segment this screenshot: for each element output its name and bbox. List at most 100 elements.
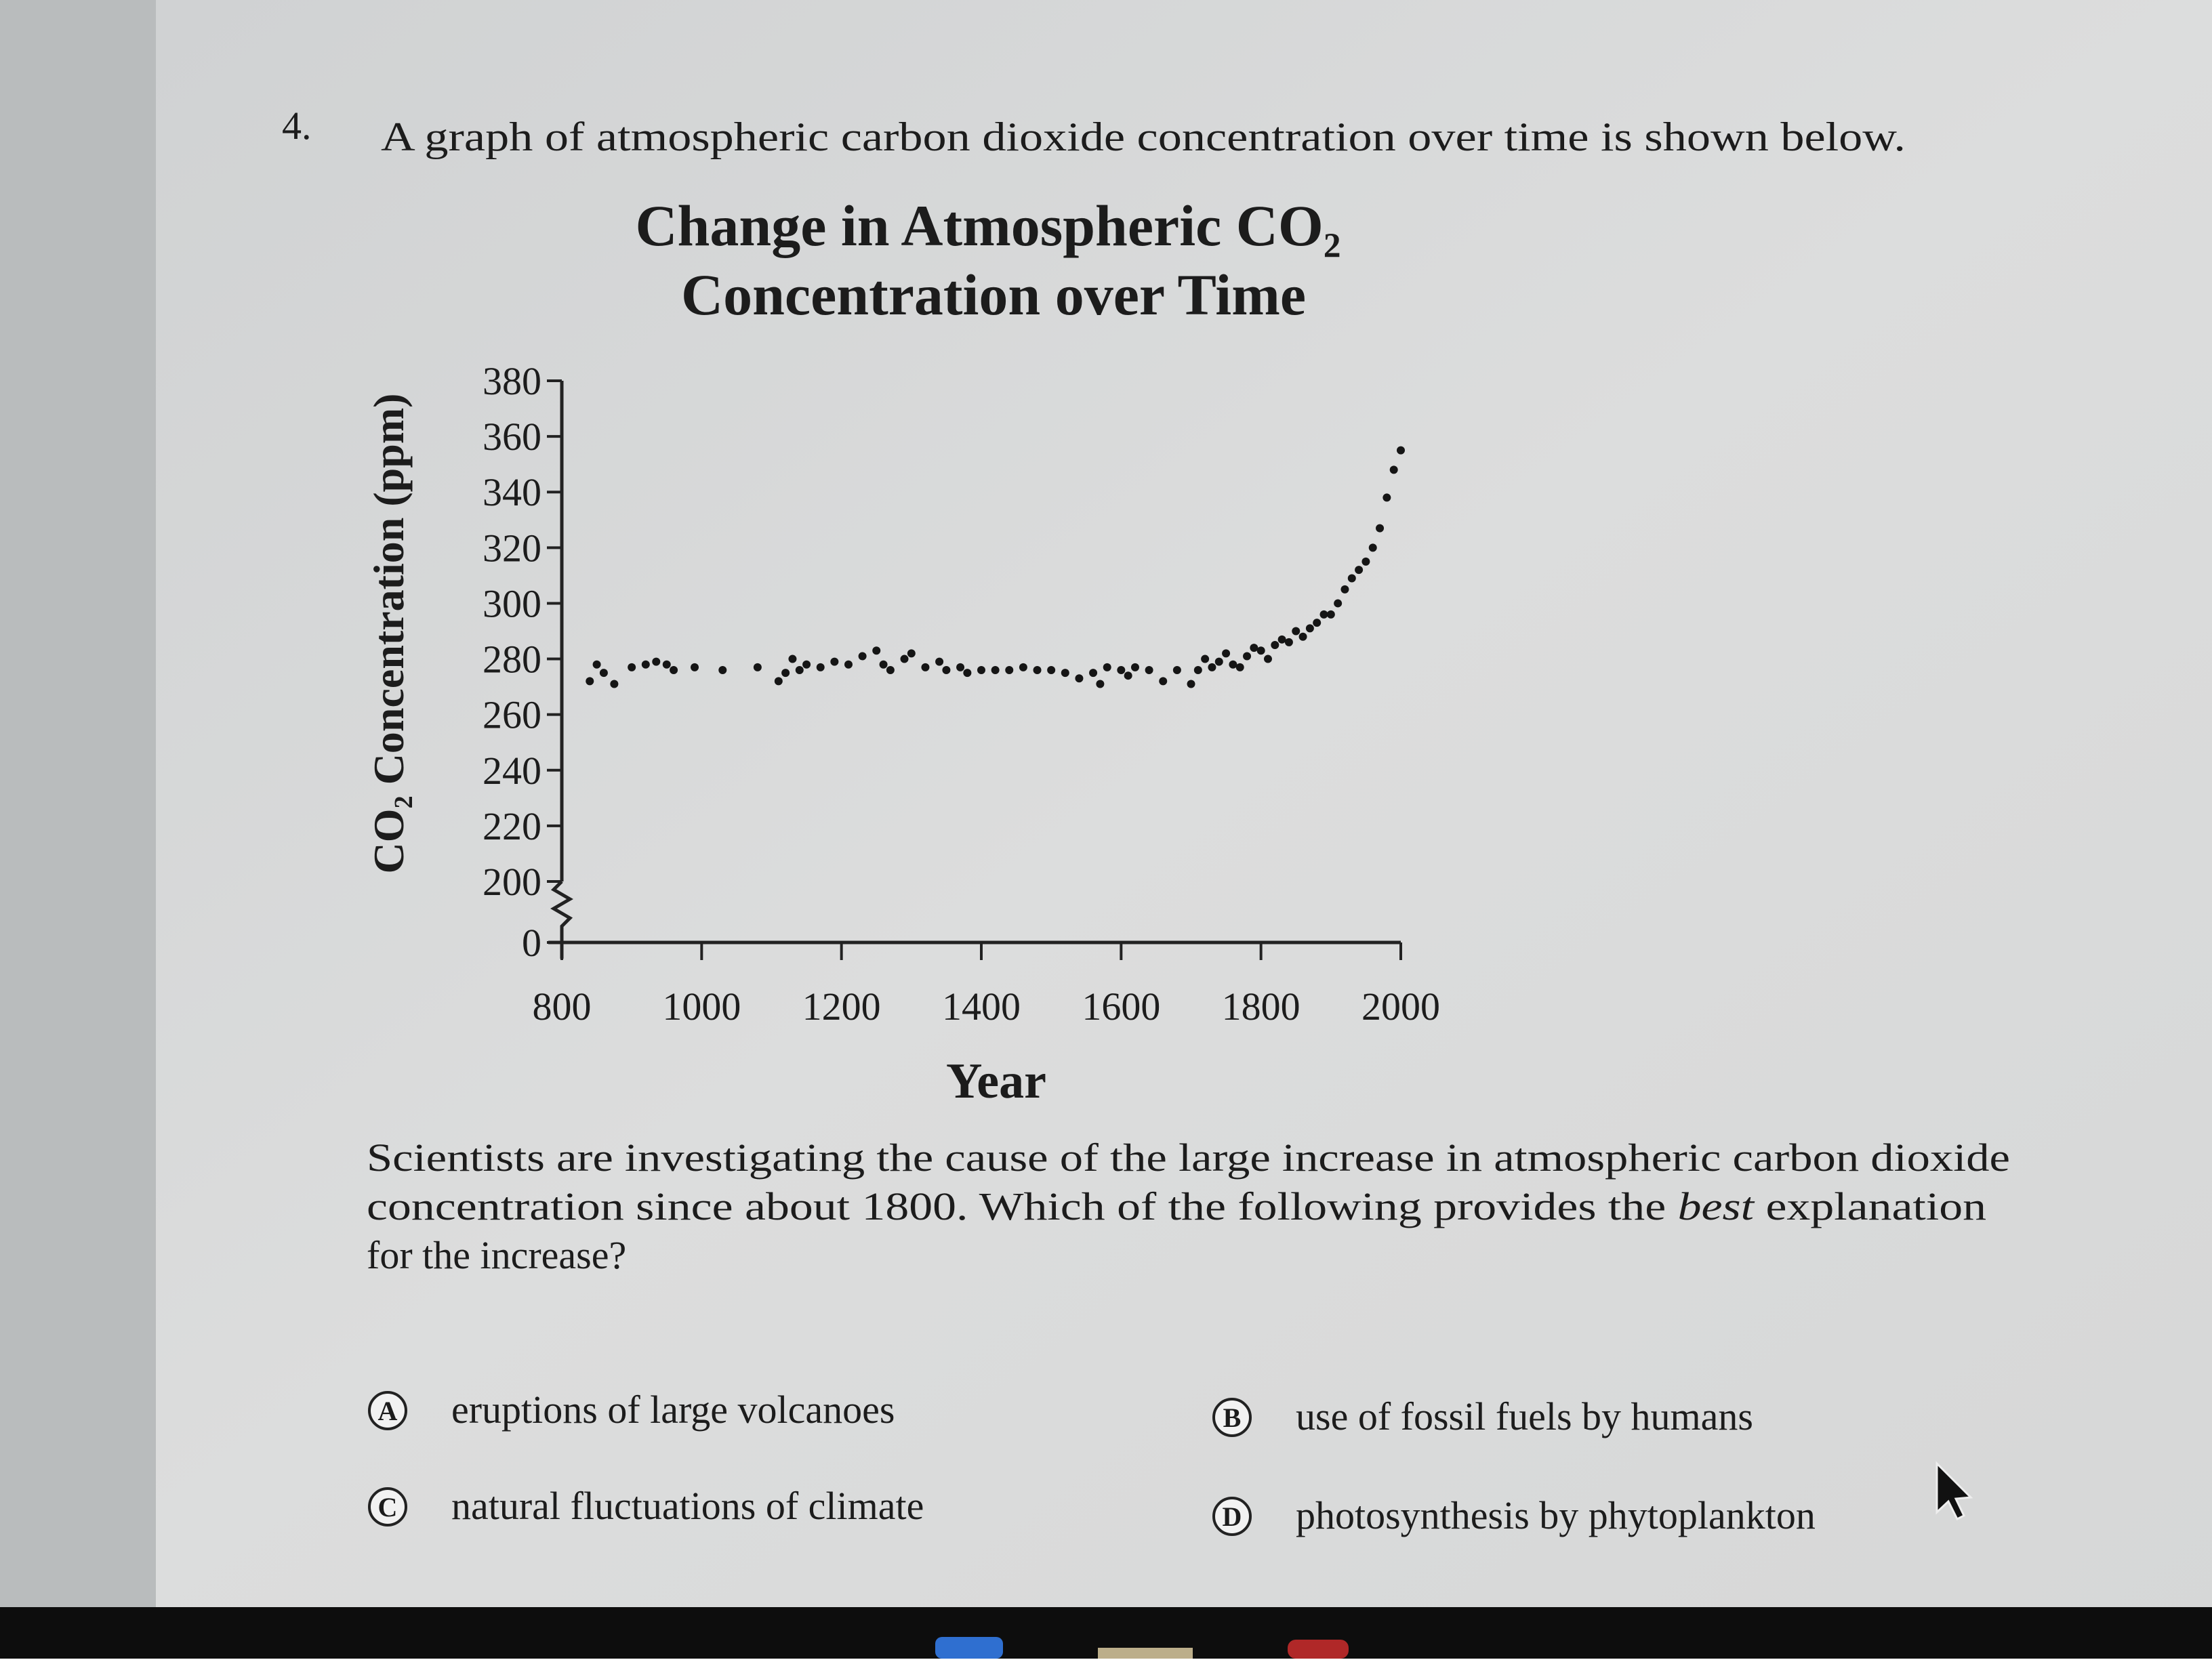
data-point	[816, 663, 825, 671]
data-point	[1298, 632, 1307, 641]
question-text-segment: for the increase?	[367, 1233, 626, 1277]
option-bubble[interactable]	[1212, 1398, 1252, 1437]
data-point	[592, 660, 601, 669]
data-point	[886, 665, 895, 674]
data-point	[1376, 524, 1385, 533]
data-point	[802, 660, 811, 669]
option-letter[interactable]: A	[378, 1396, 398, 1426]
y-tick-label: 200	[483, 860, 541, 904]
data-point	[1159, 677, 1168, 686]
question-text: Scientists are investigating the cause o…	[367, 1136, 2010, 1277]
data-point	[1263, 655, 1272, 663]
mouse-cursor	[1936, 1461, 1973, 1521]
data-point	[1368, 543, 1377, 552]
taskbar-icon	[935, 1637, 1003, 1659]
x-tick-label: 1000	[662, 984, 741, 1029]
data-point	[1201, 655, 1210, 663]
data-point	[753, 663, 762, 671]
data-point	[956, 663, 965, 671]
data-point	[935, 657, 944, 666]
data-point	[991, 665, 1000, 674]
data-point	[586, 677, 594, 686]
option-bubble[interactable]	[1212, 1497, 1252, 1536]
data-point	[1313, 619, 1322, 627]
data-point	[1292, 627, 1300, 636]
x-tick-label: 1200	[802, 984, 881, 1029]
data-point	[795, 665, 804, 674]
data-point	[1103, 663, 1111, 671]
question-number: 4.	[282, 104, 312, 148]
data-point	[1355, 566, 1364, 575]
option-text[interactable]: eruptions of large volcanoes	[451, 1388, 895, 1432]
y-tick-label: 380	[483, 359, 541, 403]
question-line: for the increase?	[367, 1233, 626, 1277]
data-point	[1256, 646, 1265, 655]
option-text[interactable]: photosynthesis by phytoplankton	[1296, 1493, 1816, 1537]
option-bubble[interactable]	[368, 1391, 407, 1430]
data-point	[1005, 665, 1014, 674]
y-axis-label: CO₂ Concentration (ppm)	[365, 394, 413, 874]
data-point	[774, 677, 783, 686]
y-tick-label: 340	[483, 470, 541, 514]
option-text[interactable]: use of fossil fuels by humans	[1296, 1394, 1753, 1438]
data-point	[1397, 446, 1405, 455]
y-tick-label: 220	[483, 804, 541, 848]
question-text-segment: Scientists are investigating the cause o…	[367, 1136, 2010, 1180]
question-line: Scientists are investigating the cause o…	[367, 1136, 2010, 1180]
y-tick-label: 260	[483, 693, 541, 737]
question-text-segment: best	[1678, 1184, 1756, 1228]
data-point	[1075, 674, 1084, 683]
data-point	[900, 655, 909, 663]
option-text[interactable]: natural fluctuations of climate	[451, 1484, 924, 1528]
data-point	[1145, 665, 1153, 674]
option-letter[interactable]: D	[1223, 1501, 1242, 1532]
data-point	[662, 660, 671, 669]
data-point	[1130, 663, 1139, 671]
data-point	[670, 665, 678, 674]
data-point	[1361, 557, 1370, 566]
question-text-segment: explanation	[1754, 1184, 1986, 1228]
data-point	[1124, 671, 1132, 680]
data-point	[1305, 624, 1314, 633]
data-point	[1208, 663, 1216, 671]
data-point	[977, 665, 985, 674]
data-point	[879, 660, 888, 669]
data-point	[1271, 641, 1279, 650]
data-point	[691, 663, 699, 671]
data-point	[1033, 665, 1042, 674]
data-point	[858, 652, 867, 661]
x-tick-label: 2000	[1361, 984, 1440, 1029]
taskbar-icon	[1098, 1648, 1193, 1659]
chart-title: Change in Atmospheric CO₂	[635, 193, 1340, 258]
question-text-segment: concentration since about 1800. Which of…	[367, 1184, 1678, 1228]
data-point	[1319, 610, 1328, 619]
chart-title: Concentration over Time	[681, 262, 1306, 327]
data-point	[1193, 665, 1202, 674]
data-point	[788, 655, 797, 663]
data-point	[1172, 665, 1181, 674]
y-tick-label: 360	[483, 415, 541, 459]
x-tick-label: 1400	[942, 984, 1021, 1029]
data-point	[830, 657, 839, 666]
y-tick-label: 0	[522, 921, 541, 965]
data-point	[1187, 680, 1195, 688]
x-tick-label: 800	[533, 984, 592, 1029]
option-letter[interactable]: B	[1223, 1403, 1242, 1433]
question-line: concentration since about 1800. Which of…	[367, 1184, 1986, 1228]
data-point	[1326, 610, 1335, 619]
data-point	[872, 646, 881, 655]
y-tick-label: 280	[483, 638, 541, 682]
data-point	[1235, 663, 1244, 671]
data-point	[1061, 669, 1069, 678]
x-tick-label: 1800	[1222, 984, 1300, 1029]
option-bubble[interactable]	[368, 1487, 407, 1526]
taskbar-icon	[1288, 1640, 1349, 1659]
data-point	[652, 657, 661, 666]
option-letter[interactable]: C	[378, 1492, 398, 1522]
data-point	[1334, 599, 1343, 608]
